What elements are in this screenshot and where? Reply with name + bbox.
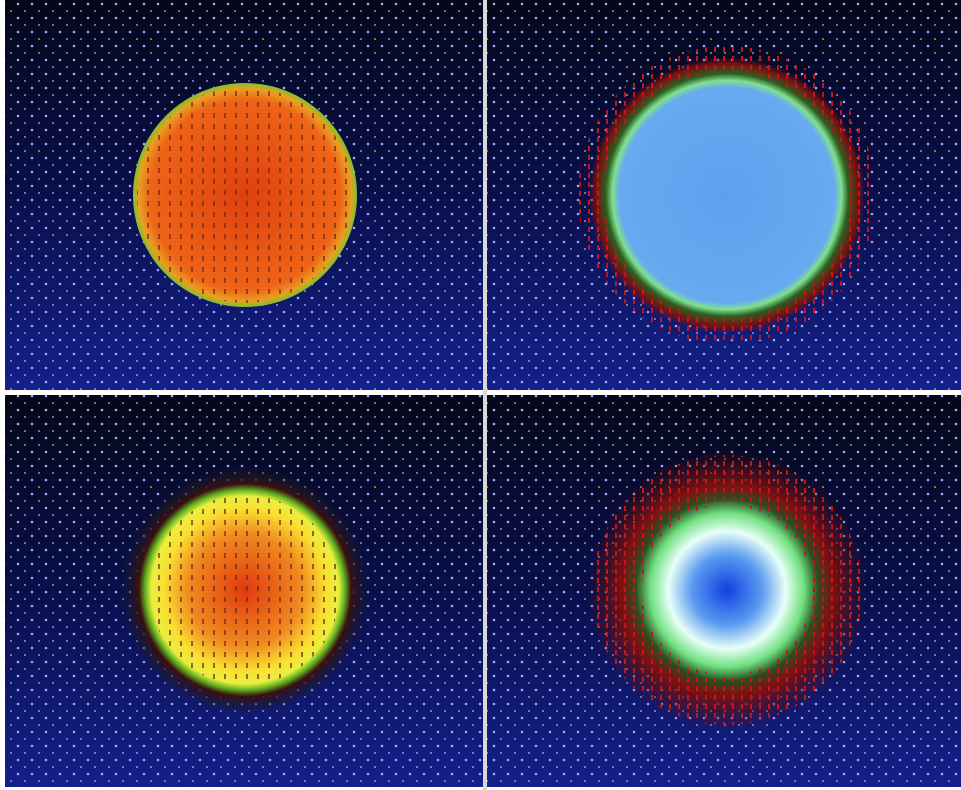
vectors xyxy=(150,495,340,685)
vector-ring xyxy=(578,46,876,344)
margin xyxy=(0,0,5,790)
vectors xyxy=(137,87,353,303)
panel xyxy=(5,0,483,390)
divider xyxy=(0,390,961,395)
sphere xyxy=(589,57,865,333)
divider xyxy=(483,0,487,790)
panel xyxy=(5,395,483,787)
panel xyxy=(487,0,961,390)
vector-ring xyxy=(592,455,862,725)
panel xyxy=(487,395,961,787)
